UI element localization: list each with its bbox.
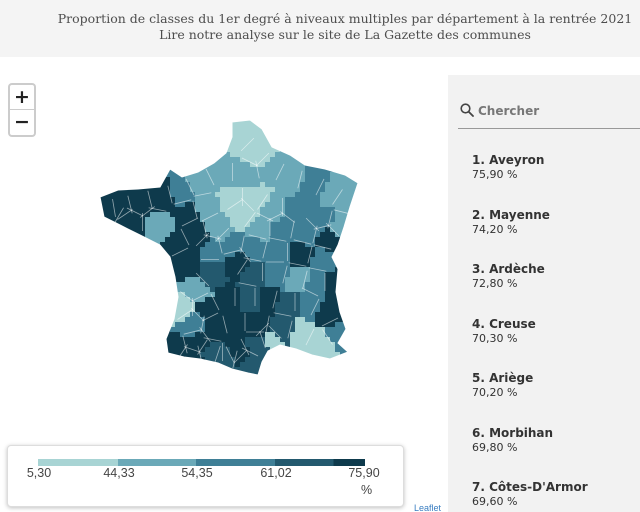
ranking-list: 1. Aveyron 75,90 % 2. Mayenne 74,20 % 3.…	[472, 153, 632, 512]
rank-value: 69,80 %	[472, 440, 518, 454]
rank-value: 72,80 %	[472, 277, 518, 290]
rank-title: 4. Creuse	[472, 316, 536, 331]
legend-tick-4: 61,02	[260, 466, 292, 480]
legend-segment-2	[118, 459, 196, 466]
page-subtitle: Lire notre analyse sur le site de La Gaz…	[159, 27, 531, 42]
list-item[interactable]: 3. Ardèche 72,80 %	[472, 262, 632, 317]
color-legend: 5,30 44,33 54,35 61,02 75,90 %	[7, 445, 404, 507]
search-box[interactable]	[458, 93, 640, 129]
search-input[interactable]	[478, 101, 633, 121]
rank-value: 74,20 %	[472, 222, 518, 236]
rank-title: 2. Mayenne	[472, 207, 550, 222]
legend-tick-5: 75,90	[348, 466, 380, 480]
sidebar: 1. Aveyron 75,90 % 2. Mayenne 74,20 % 3.…	[448, 75, 640, 512]
list-item[interactable]: 7. Côtes-D'Armor 69,60 %	[472, 480, 632, 512]
legend-unit: %	[361, 483, 373, 497]
map-container[interactable]: + − 5,30 44,33 54,35 61,02 75,90 % Leafl…	[0, 57, 448, 512]
zoom-out-button[interactable]: −	[14, 111, 30, 133]
search-icon	[460, 103, 474, 117]
legend-segment-4	[275, 459, 365, 466]
departments-layer[interactable]	[95, 112, 366, 378]
rank-title: 7. Côtes-D'Armor	[472, 480, 588, 494]
legend-tick-2: 44,33	[103, 466, 135, 480]
rank-title: 6. Morbihan	[472, 425, 554, 440]
rank-value: 69,60 %	[472, 495, 518, 508]
rank-title: 5. Ariège	[472, 371, 534, 385]
list-item[interactable]: 6. Morbihan 69,80 %	[472, 426, 632, 481]
rank-value: 75,90 %	[472, 168, 518, 181]
legend-segment-1	[38, 459, 118, 466]
rank-title: 1. Aveyron	[472, 153, 545, 167]
rank-value: 70,20 %	[472, 386, 518, 399]
rank-title: 3. Ardèche	[472, 262, 545, 276]
list-item[interactable]: 4. Creuse 70,30 %	[472, 317, 632, 372]
list-item[interactable]: 2. Mayenne 74,20 %	[472, 208, 632, 263]
legend-tick-3: 54,35	[181, 466, 213, 480]
legend-tick-1: 5,30	[26, 466, 52, 480]
rank-value: 70,30 %	[472, 331, 518, 345]
legend-segment-3	[196, 459, 275, 466]
page-title: Proportion de classes du 1er degré à niv…	[57, 11, 633, 26]
leaflet-attribution-link[interactable]: Leaflet	[414, 503, 442, 512]
zoom-in-button[interactable]: +	[10, 85, 34, 110]
zoom-control: + −	[8, 83, 36, 137]
list-item[interactable]: 5. Ariège 70,20 %	[472, 371, 632, 426]
france-map[interactable]	[0, 57, 448, 512]
list-item[interactable]: 1. Aveyron 75,90 %	[472, 153, 632, 208]
page-header: Proportion de classes du 1er degré à niv…	[0, 0, 640, 57]
